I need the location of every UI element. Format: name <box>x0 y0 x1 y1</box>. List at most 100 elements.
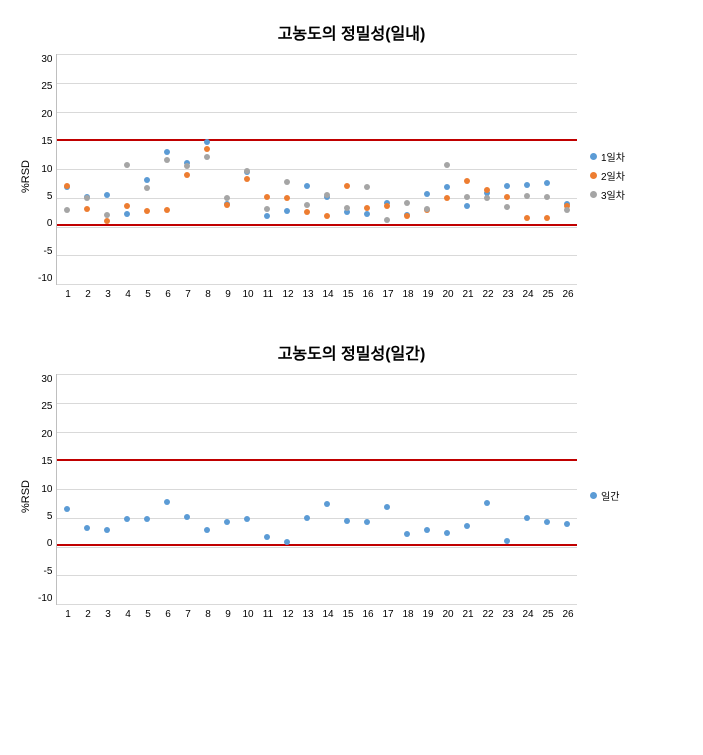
data-point <box>404 200 410 206</box>
gridline <box>57 432 577 433</box>
data-point <box>504 183 510 189</box>
y-ticks: 302520151050-5-10 <box>38 54 52 284</box>
data-point <box>84 525 90 531</box>
data-point <box>364 184 370 190</box>
y-tick-label: -10 <box>38 593 52 604</box>
data-point <box>284 208 290 214</box>
chart-title: 고농도의 정밀성(일내) <box>20 20 683 44</box>
gridline <box>57 54 577 55</box>
chart-body: %RSD302520151050-5-101234567891011121314… <box>20 54 683 300</box>
data-point <box>304 515 310 521</box>
data-point <box>64 183 70 189</box>
gridline <box>57 112 577 113</box>
x-tick-label: 7 <box>178 289 198 300</box>
data-point <box>444 195 450 201</box>
data-point <box>524 215 530 221</box>
x-tick-label: 19 <box>418 289 438 300</box>
x-tick-label: 24 <box>518 609 538 620</box>
data-point <box>144 516 150 522</box>
x-tick-label: 22 <box>478 289 498 300</box>
threshold-line <box>57 224 577 226</box>
data-point <box>424 191 430 197</box>
legend-marker-icon <box>590 191 597 198</box>
x-tick-label: 17 <box>378 289 398 300</box>
data-point <box>544 180 550 186</box>
gridline <box>57 518 577 519</box>
x-tick-label: 20 <box>438 289 458 300</box>
data-point <box>324 213 330 219</box>
x-tick-label: 8 <box>198 609 218 620</box>
y-ticks: 302520151050-5-10 <box>38 374 52 604</box>
gridline <box>57 284 577 285</box>
data-point <box>424 206 430 212</box>
data-point <box>244 168 250 174</box>
data-point <box>204 527 210 533</box>
data-point <box>464 194 470 200</box>
legend: 일간 <box>590 488 619 507</box>
x-tick-label: 16 <box>358 609 378 620</box>
x-tick-label: 9 <box>218 289 238 300</box>
data-point <box>504 194 510 200</box>
y-tick-label: 0 <box>38 218 52 229</box>
data-point <box>204 154 210 160</box>
y-tick-label: 30 <box>38 54 52 65</box>
y-tick-label: 5 <box>38 191 52 202</box>
x-tick-label: 16 <box>358 289 378 300</box>
plot-area <box>56 54 577 285</box>
data-point <box>224 202 230 208</box>
threshold-line <box>57 139 577 141</box>
x-tick-label: 2 <box>78 609 98 620</box>
x-tick-label: 20 <box>438 609 458 620</box>
y-tick-label: 5 <box>38 511 52 522</box>
data-point <box>404 531 410 537</box>
legend-label: 1일차 <box>601 149 625 164</box>
x-tick-label: 21 <box>458 609 478 620</box>
plot-wrap: 302520151050-5-1012345678910111213141516… <box>38 54 578 300</box>
data-point <box>164 207 170 213</box>
x-tick-label: 24 <box>518 289 538 300</box>
data-point <box>404 213 410 219</box>
data-point <box>444 162 450 168</box>
data-point <box>464 178 470 184</box>
data-point <box>124 162 130 168</box>
data-point <box>184 514 190 520</box>
x-tick-label: 12 <box>278 289 298 300</box>
y-tick-label: -5 <box>38 246 52 257</box>
gridline <box>57 255 577 256</box>
x-tick-label: 14 <box>318 289 338 300</box>
data-point <box>484 500 490 506</box>
data-point <box>184 172 190 178</box>
data-point <box>524 193 530 199</box>
x-tick-label: 6 <box>158 289 178 300</box>
data-point <box>264 206 270 212</box>
data-point <box>264 194 270 200</box>
x-tick-label: 5 <box>138 289 158 300</box>
data-point <box>224 195 230 201</box>
data-point <box>144 208 150 214</box>
data-point <box>264 213 270 219</box>
legend: 1일차2일차3일차 <box>590 149 625 206</box>
legend-item: 2일차 <box>590 168 625 183</box>
data-point <box>204 139 210 145</box>
data-point <box>264 534 270 540</box>
data-point <box>104 527 110 533</box>
x-tick-label: 1 <box>58 289 78 300</box>
chart-container: 고농도의 정밀성(일내)%RSD302520151050-5-101234567… <box>20 20 683 300</box>
gridline <box>57 374 577 375</box>
x-tick-label: 23 <box>498 289 518 300</box>
data-point <box>144 185 150 191</box>
data-point <box>164 157 170 163</box>
gridline <box>57 227 577 228</box>
data-point <box>504 204 510 210</box>
x-tick-label: 15 <box>338 289 358 300</box>
data-point <box>284 195 290 201</box>
x-tick-label: 14 <box>318 609 338 620</box>
y-tick-label: 0 <box>38 538 52 549</box>
y-tick-label: 10 <box>38 164 52 175</box>
x-tick-label: 9 <box>218 609 238 620</box>
gridline <box>57 169 577 170</box>
x-tick-label: 22 <box>478 609 498 620</box>
y-axis-label: %RSD <box>20 480 32 513</box>
y-tick-label: 10 <box>38 484 52 495</box>
data-point <box>224 519 230 525</box>
